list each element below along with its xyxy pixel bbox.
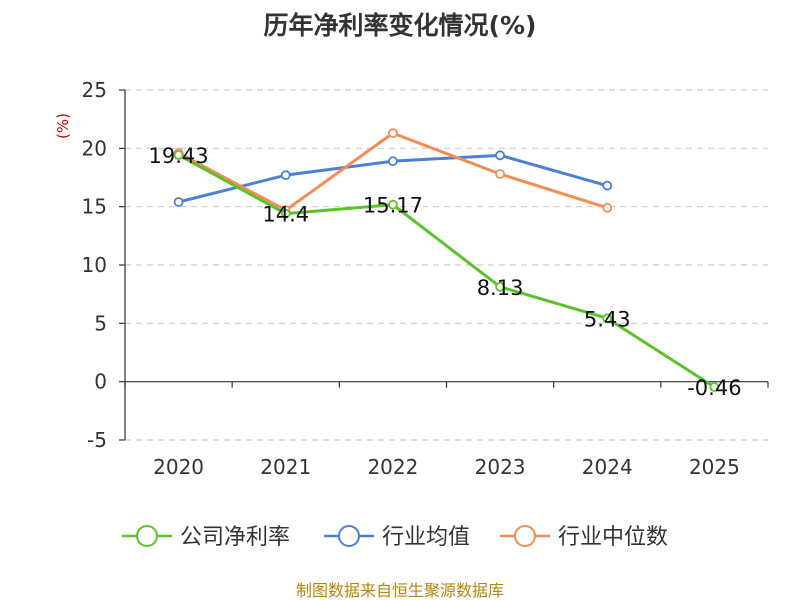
y-tick-label: 10: [82, 253, 107, 277]
data-label: 19.43: [149, 144, 209, 168]
y-tick-label: 20: [82, 136, 107, 160]
legend-label: 公司净利率: [180, 525, 290, 550]
grid-lines: [125, 89, 768, 441]
series-point: [709, 382, 720, 392]
legend-marker: [514, 525, 536, 547]
source-note: 制图数据来自恒生聚源数据库: [296, 581, 504, 600]
y-tick-label: -5: [87, 428, 107, 452]
y-axis-ticks: 25 20 15 10 5 0 -5: [82, 78, 125, 452]
series-point: [280, 170, 291, 181]
data-label: 8.13: [477, 276, 524, 300]
y-tick-label: 25: [82, 78, 107, 102]
y-tick-label: 5: [94, 311, 107, 335]
series-point: [495, 169, 505, 179]
data-label: -0.46: [687, 376, 741, 400]
x-tick-label: 2020: [153, 455, 204, 479]
legend-item-1[interactable]: 行业均值: [324, 525, 470, 550]
legend-marker: [338, 525, 360, 547]
data-label: 15.17: [363, 194, 423, 218]
series-line-0: [177, 153, 716, 389]
x-tick-label: 2023: [475, 455, 526, 479]
series-layer: [173, 128, 720, 392]
legend-item-0[interactable]: 公司净利率: [122, 525, 290, 550]
x-tick-label: 2025: [689, 455, 740, 479]
series-point: [173, 150, 184, 160]
series-point: [388, 199, 398, 210]
legend-label: 行业中位数: [558, 525, 668, 550]
legend-item-2[interactable]: 行业中位数: [500, 525, 668, 550]
legend-label: 行业均值: [382, 525, 470, 550]
series-point: [602, 180, 613, 191]
x-tick-label: 2022: [367, 455, 418, 479]
series-point: [495, 150, 505, 161]
y-tick-label: 0: [94, 370, 107, 394]
series-point: [602, 313, 613, 324]
legend-marker: [136, 525, 158, 547]
legend[interactable]: 公司净利率 行业均值 行业中位数: [122, 525, 668, 550]
series-point: [495, 281, 505, 292]
data-label: 5.43: [584, 307, 631, 331]
x-tick-label: 2021: [260, 455, 311, 479]
y-tick-label: 15: [82, 195, 107, 219]
data-label: 14.4: [262, 203, 309, 227]
x-tick-label: 2024: [582, 455, 633, 479]
data-labels: 19.43 14.4 15.17 8.13 5.43 -0.46: [149, 144, 742, 400]
x-axis-ticks: 2020 2021 2022 2023 2024 2025: [124, 381, 769, 479]
series-point: [388, 156, 398, 167]
series-point: [602, 202, 613, 213]
chart-title: 历年净利率变化情况(%): [264, 11, 537, 40]
series-point: [388, 128, 398, 139]
series-point: [280, 208, 291, 219]
series-point: [173, 197, 184, 207]
y-axis-unit: (%): [54, 113, 72, 139]
